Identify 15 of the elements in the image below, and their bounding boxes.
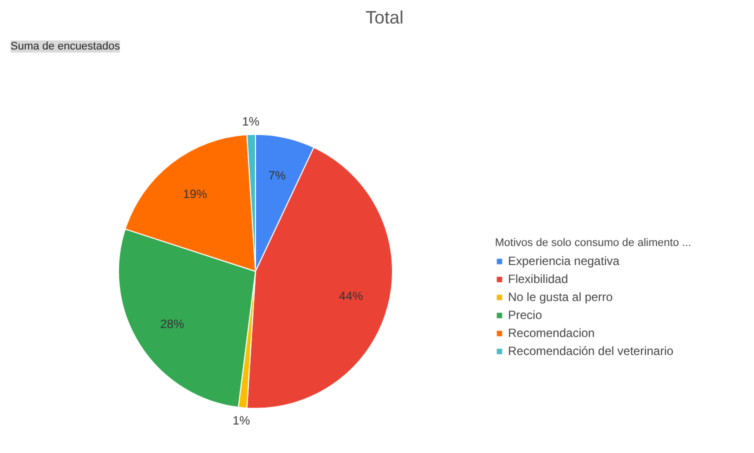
legend-label: Flexibilidad bbox=[508, 272, 568, 286]
legend-label: Experiencia negativa bbox=[508, 254, 620, 268]
data-label: 1% bbox=[242, 114, 260, 128]
data-label: 1% bbox=[232, 414, 250, 428]
data-label: 44% bbox=[339, 288, 364, 303]
data-label: 28% bbox=[160, 316, 185, 331]
chart-title: Total bbox=[366, 8, 404, 28]
data-label: 7% bbox=[268, 168, 286, 183]
legend-label: Precio bbox=[508, 308, 542, 322]
legend-label: Recomendacion bbox=[508, 326, 595, 340]
legend-title: Motivos de solo consumo de alimento ... bbox=[495, 237, 692, 249]
text: Suma de encuestados bbox=[10, 40, 120, 52]
data-label: 19% bbox=[183, 186, 208, 201]
legend-label: No le gusta al perro bbox=[508, 290, 613, 304]
legend-label: Recomendación del veterinario bbox=[508, 344, 674, 358]
